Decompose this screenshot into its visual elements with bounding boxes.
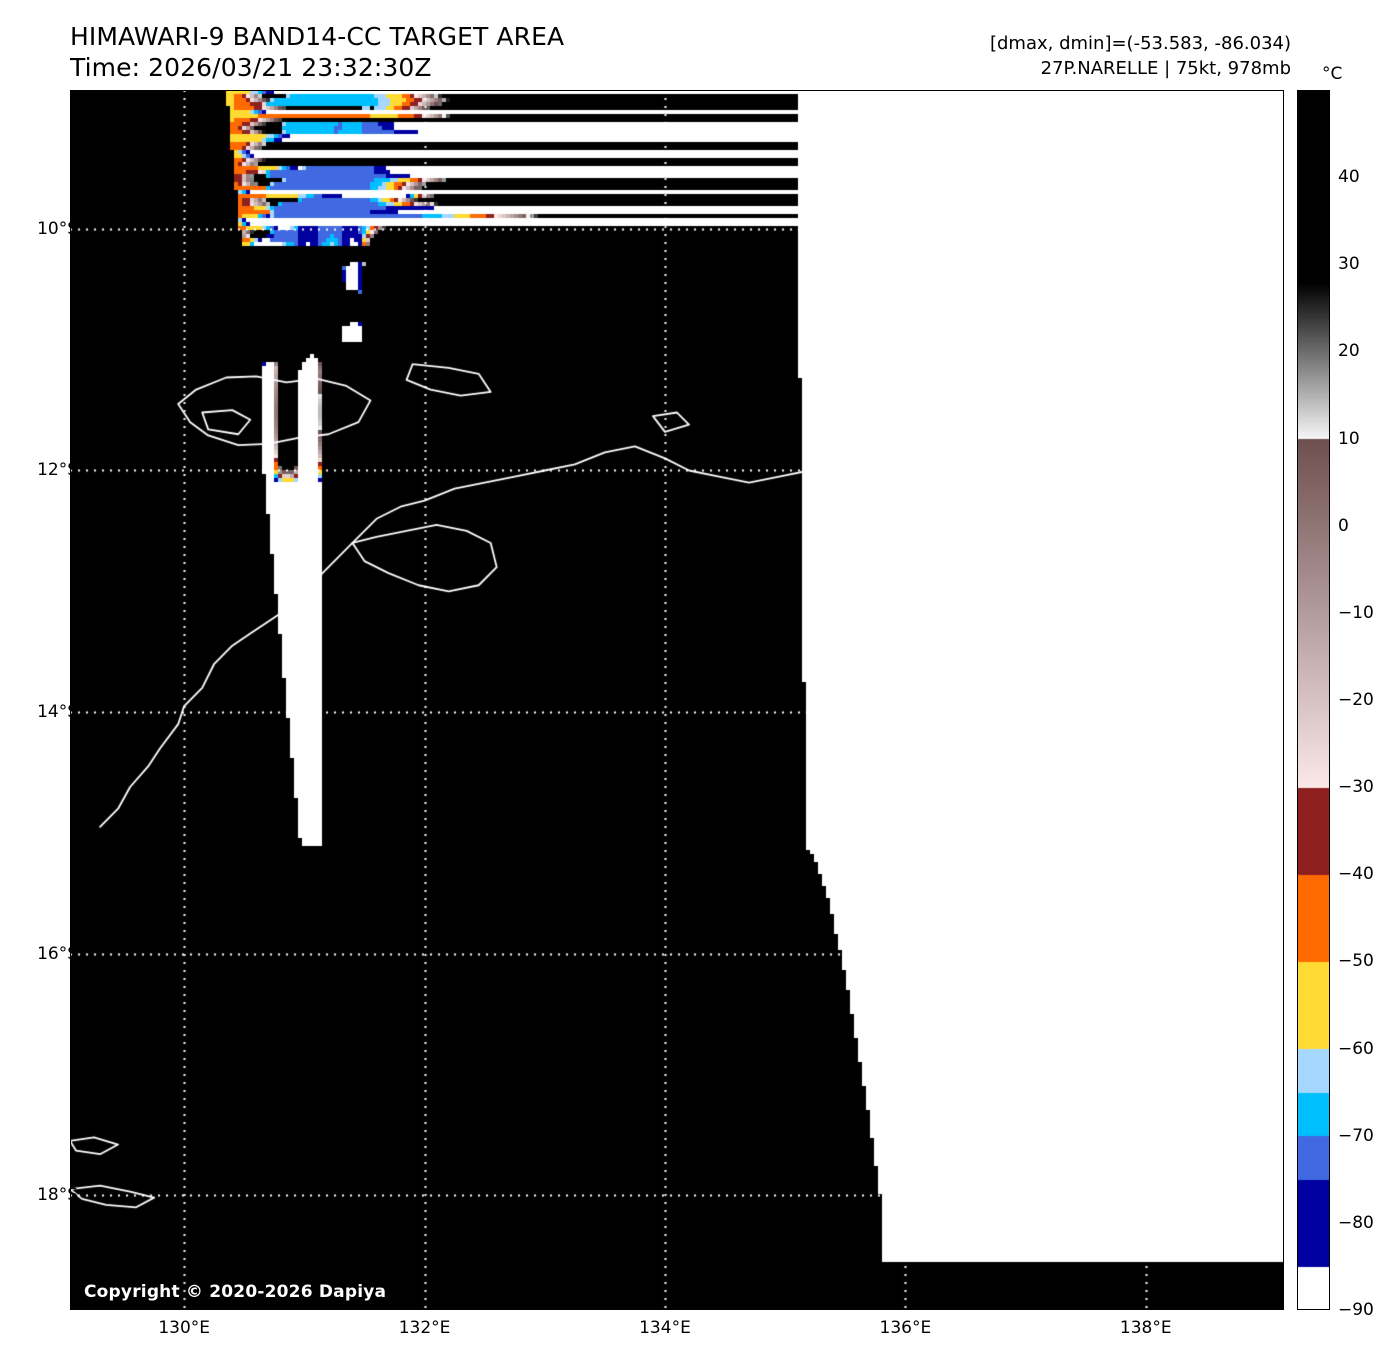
x-tick-4: 138°E [1119,1318,1172,1338]
colorbar-tick-3: 10 [1338,428,1360,449]
x-tick-0: 130°E [158,1318,211,1338]
colorbar-tick-6: −20 [1338,690,1374,710]
colorbar-unit-label: °C [1322,64,1343,84]
graticule-overlay [70,90,1284,1310]
y-tick-3: 16°S [37,943,78,964]
colorbar-tick-4: 0 [1338,515,1349,536]
satellite-plot-area [70,90,1284,1310]
colorbar-tick-11: −70 [1338,1125,1374,1146]
page-title: HIMAWARI-9 BAND14-CC TARGET AREA [70,22,565,51]
y-tick-2: 14°S [37,702,78,723]
colorbar-gradient [1297,90,1330,1310]
x-tick-2: 134°E [639,1318,691,1338]
colorbar-tick-8: −40 [1338,864,1374,885]
y-tick-4: 18°S [37,1185,78,1206]
copyright-label: Copyright © 2020-2026 Dapiya [84,1282,387,1302]
dmax-dmin-label: [dmax, dmin]=(-53.583, -86.034) [989,33,1291,54]
colorbar-tick-13: −90 [1338,1300,1374,1320]
colorbar-tick-2: 20 [1338,341,1360,362]
x-tick-1: 132°E [398,1318,451,1338]
x-tick-3: 136°E [879,1318,932,1338]
timestamp-label: Time: 2026/03/21 23:32:30Z [70,53,432,82]
colorbar-tick-5: −10 [1338,602,1374,623]
y-tick-0: 10°S [37,218,78,239]
colorbar-frame [1297,90,1330,1310]
colorbar-tick-9: −50 [1338,951,1374,972]
y-tick-1: 12°S [37,460,78,481]
colorbar-tick-7: −30 [1338,777,1374,798]
colorbar-tick-0: 40 [1338,167,1360,188]
storm-info-label: 27P.NARELLE | 75kt, 978mb [1040,58,1291,79]
colorbar-tick-12: −80 [1338,1212,1374,1233]
colorbar-tick-1: 30 [1338,254,1360,275]
colorbar [1297,90,1330,1310]
colorbar-tick-10: −60 [1338,1038,1374,1059]
